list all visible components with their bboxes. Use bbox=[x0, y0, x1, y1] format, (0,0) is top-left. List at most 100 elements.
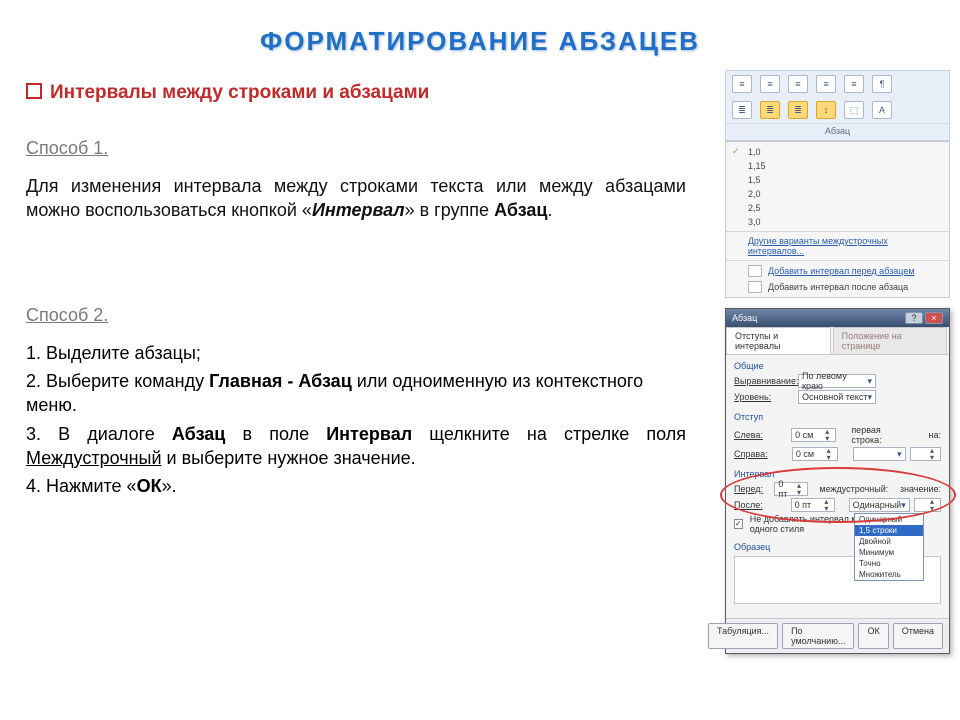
left-label: Слева: bbox=[734, 430, 787, 440]
step3: 3. В диалоге Абзац в поле Интервал щелкн… bbox=[26, 422, 686, 471]
cancel-button[interactable]: Отмена bbox=[893, 623, 943, 649]
spacing-2-5[interactable]: 2,5 bbox=[726, 201, 949, 215]
between-value: Одинарный bbox=[853, 500, 902, 510]
right-value: 0 см bbox=[796, 449, 814, 459]
spinner-icon[interactable]: ▴▾ bbox=[794, 482, 804, 496]
align-center-icon[interactable]: ≣ bbox=[760, 101, 780, 119]
shading-icon[interactable]: ⬚ bbox=[844, 101, 864, 119]
section-heading: Интервалы между строками и абзацами bbox=[26, 80, 686, 106]
spacing-1-0[interactable]: 1,0 bbox=[726, 144, 949, 159]
space-before-icon bbox=[748, 265, 762, 277]
paragraph-dialog: Абзац ? × Отступы и интервалы Положение … bbox=[725, 308, 950, 654]
default-button[interactable]: По умолчанию... bbox=[782, 623, 854, 649]
main-content: Интервалы между строками и абзацами Спос… bbox=[26, 80, 686, 503]
method2-steps: 1. Выделите абзацы; 2. Выберите команду … bbox=[26, 341, 686, 499]
level-value: Основной текст bbox=[802, 392, 867, 402]
spacing-1-15[interactable]: 1,15 bbox=[726, 159, 949, 173]
spacing-3-0[interactable]: 3,0 bbox=[726, 215, 949, 229]
add-space-after[interactable]: Добавить интервал после абзаца bbox=[726, 279, 949, 295]
spacing-other-label: Другие варианты междустрочных интервалов… bbox=[748, 236, 943, 256]
group-general: Общие bbox=[734, 361, 941, 371]
after-input[interactable]: 0 пт ▴▾ bbox=[791, 498, 836, 512]
tabs-button[interactable]: Табуляция... bbox=[708, 623, 778, 649]
align-value: По левому краю bbox=[802, 371, 867, 391]
align-left-icon[interactable]: ≣ bbox=[732, 101, 752, 119]
drop-opt-4[interactable]: Точно bbox=[855, 558, 923, 569]
right-panels: ≡ ≡ ≡ ≡ ≡ ¶ ≣ ≣ ≣ ↕ ⬚ A Абзац 1,0 1,15 1… bbox=[725, 70, 950, 654]
firstline-dropdown[interactable]: ▾ bbox=[853, 447, 906, 461]
indent-dec-icon[interactable]: ≡ bbox=[816, 75, 836, 93]
after-value: 0 пт bbox=[795, 500, 812, 510]
add-after-label: Добавить интервал после абзаца bbox=[768, 282, 908, 292]
s4-b: ОК bbox=[137, 476, 162, 496]
m1-interval: Интервал bbox=[312, 200, 405, 220]
drop-opt-2[interactable]: Двойной bbox=[855, 536, 923, 547]
borders-icon[interactable]: A bbox=[872, 101, 892, 119]
before-label: Перед: bbox=[734, 484, 770, 494]
method1-text: Для изменения интервала между строками т… bbox=[26, 174, 686, 223]
drop-opt-0[interactable]: Одинарный bbox=[855, 514, 923, 525]
before-input[interactable]: 0 пт▴▾ bbox=[774, 482, 807, 496]
s3-post: и выберите нужное значение. bbox=[162, 448, 416, 468]
group-interval: Интервал bbox=[734, 469, 941, 479]
add-space-before[interactable]: Добавить интервал перед абзацем bbox=[726, 263, 949, 279]
dialog-titlebar: Абзац ? × bbox=[726, 309, 949, 327]
line-spacing-icon[interactable]: ↕ bbox=[816, 101, 836, 119]
close-button[interactable]: × bbox=[925, 312, 943, 324]
s4-pre: 4. Нажмите « bbox=[26, 476, 137, 496]
left-value: 0 см bbox=[795, 430, 813, 440]
s3-m1: в поле bbox=[225, 424, 326, 444]
dialog-title-text: Абзац bbox=[732, 313, 757, 323]
drop-opt-3[interactable]: Минимум bbox=[855, 547, 923, 558]
s3-u: Междустрочный bbox=[26, 448, 162, 468]
right-input[interactable]: 0 см ▴▾ bbox=[792, 447, 838, 461]
bullets-icon[interactable]: ≡ bbox=[732, 75, 752, 93]
chevron-down-icon: ▾ bbox=[867, 392, 872, 403]
firstline-on-input[interactable]: ▴▾ bbox=[910, 447, 941, 461]
ok-button[interactable]: ОК bbox=[858, 623, 888, 649]
spinner-icon[interactable]: ▴▾ bbox=[821, 498, 831, 512]
between-dropdown[interactable]: Одинарный▾ bbox=[849, 498, 910, 512]
multilevel-icon[interactable]: ≡ bbox=[788, 75, 808, 93]
align-right-icon[interactable]: ≣ bbox=[788, 101, 808, 119]
spacing-other[interactable]: Другие варианты междустрочных интервалов… bbox=[726, 234, 949, 258]
spinner-icon[interactable]: ▴▾ bbox=[927, 447, 937, 461]
tab-position[interactable]: Положение на странице bbox=[833, 327, 947, 354]
chevron-down-icon: ▾ bbox=[901, 500, 906, 511]
s3-m2: щелкните на стрелке поля bbox=[412, 424, 686, 444]
spacing-1-5[interactable]: 1,5 bbox=[726, 173, 949, 187]
val-input[interactable]: ▴▾ bbox=[914, 498, 941, 512]
spinner-icon[interactable]: ▴▾ bbox=[927, 498, 937, 512]
tab-indents[interactable]: Отступы и интервалы bbox=[726, 327, 831, 354]
m1-end: . bbox=[548, 200, 553, 220]
align-dropdown[interactable]: По левому краю▾ bbox=[798, 374, 876, 388]
space-after-icon bbox=[748, 281, 762, 293]
page-title: ФОРМАТИРОВАНИЕ АБЗАЦЕВ bbox=[0, 0, 960, 57]
spinner-icon[interactable]: ▴▾ bbox=[822, 428, 832, 442]
step2: 2. Выберите команду Главная - Абзац или … bbox=[26, 369, 686, 418]
drop-opt-5[interactable]: Множитель bbox=[855, 569, 923, 580]
s3-b2: Интервал bbox=[326, 424, 412, 444]
drop-opt-1[interactable]: 1,5 строки bbox=[855, 525, 923, 536]
spinner-icon[interactable]: ▴▾ bbox=[824, 447, 834, 461]
indent-inc-icon[interactable]: ≡ bbox=[844, 75, 864, 93]
on-label: на: bbox=[929, 430, 941, 440]
align-label: Выравнивание: bbox=[734, 376, 794, 386]
group-indent: Отступ bbox=[734, 412, 941, 422]
line-spacing-menu: 1,0 1,15 1,5 2,0 2,5 3,0 Другие варианты… bbox=[725, 141, 950, 298]
after-label: После: bbox=[734, 500, 787, 510]
left-input[interactable]: 0 см ▴▾ bbox=[791, 428, 836, 442]
spacing-2-0[interactable]: 2,0 bbox=[726, 187, 949, 201]
between-label: междустрочный: bbox=[819, 484, 888, 494]
same-style-checkbox[interactable] bbox=[734, 519, 743, 529]
method2-label: Способ 2. bbox=[26, 303, 686, 327]
numbering-icon[interactable]: ≡ bbox=[760, 75, 780, 93]
s2-pre: 2. Выберите команду bbox=[26, 371, 209, 391]
help-button[interactable]: ? bbox=[905, 312, 923, 324]
add-before-label: Добавить интервал перед абзацем bbox=[768, 266, 915, 276]
level-label: Уровень: bbox=[734, 392, 794, 402]
level-dropdown[interactable]: Основной текст▾ bbox=[798, 390, 876, 404]
pilcrow-icon[interactable]: ¶ bbox=[872, 75, 892, 93]
s2-bold: Главная - Абзац bbox=[209, 371, 352, 391]
right-label: Справа: bbox=[734, 449, 788, 459]
